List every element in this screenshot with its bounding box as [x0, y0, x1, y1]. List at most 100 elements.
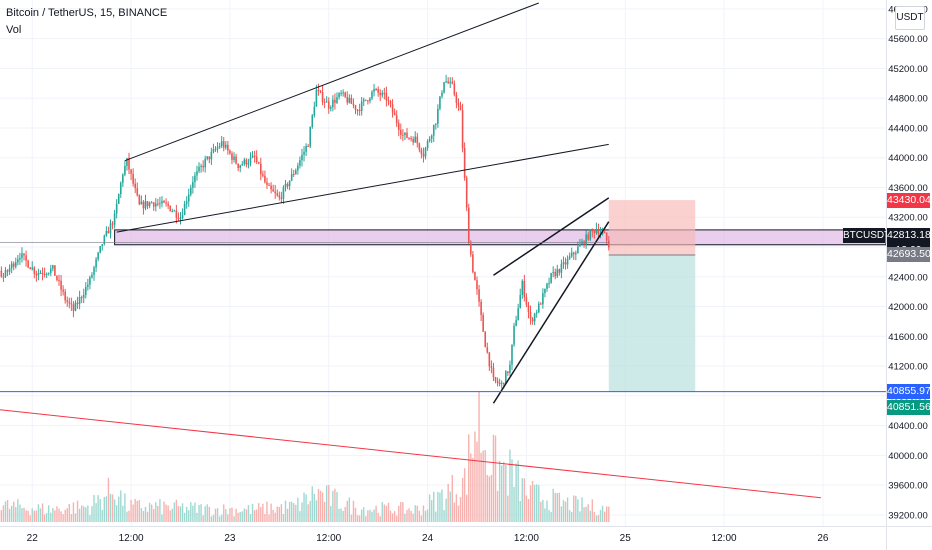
volume-bar [140, 508, 143, 522]
candle-body [282, 187, 285, 199]
candle-body [430, 135, 433, 139]
candle-body [463, 147, 466, 179]
candle-body [233, 156, 235, 160]
volume-bar [356, 515, 359, 522]
volume-bar [342, 510, 344, 522]
currency-unit-button[interactable]: USDT [895, 6, 925, 30]
volume-bar [15, 507, 17, 522]
volume-bar [48, 505, 50, 522]
candle-body [134, 183, 136, 189]
volume-bar [348, 497, 351, 522]
volume-bar [212, 514, 215, 522]
candle-body [136, 188, 139, 196]
candle-body [91, 274, 93, 278]
volume-bar [200, 504, 202, 522]
volume-bar [525, 495, 528, 522]
volume-bar [529, 485, 532, 522]
candle-body [6, 270, 9, 272]
candle-body [552, 271, 554, 274]
candle-body [241, 164, 244, 166]
volume-bar [463, 468, 466, 522]
volume-bar [169, 510, 171, 522]
candle-body [525, 297, 528, 305]
volume-bar [243, 508, 246, 522]
candle-body [290, 174, 293, 181]
candle-body [513, 325, 515, 345]
candle-body [416, 136, 419, 144]
volume-bar [328, 484, 330, 522]
candle-body [570, 252, 573, 257]
candle-body [84, 286, 87, 295]
volume-bar [27, 510, 29, 522]
volume-bar [511, 459, 513, 522]
volume-bar [445, 498, 447, 522]
volume-bar [321, 492, 324, 522]
volume-bar [295, 504, 297, 522]
candle-body [229, 150, 231, 154]
candle-body [239, 165, 242, 168]
candle-body [303, 151, 305, 155]
candles [0, 74, 610, 389]
candle-body [531, 318, 534, 322]
volume-bar [381, 502, 383, 522]
volume-bar [255, 509, 258, 522]
volume-bar [175, 499, 178, 522]
candle-body [124, 165, 126, 175]
candle-body [295, 170, 297, 175]
candle-body [325, 101, 328, 103]
candle-body [439, 96, 441, 109]
candle-body [451, 81, 454, 84]
candle-body [103, 235, 106, 245]
candle-body [117, 194, 120, 204]
candle-body [49, 268, 52, 273]
volume-bar [519, 500, 521, 522]
candle-body [428, 138, 431, 142]
volume-bar [301, 502, 303, 522]
volume-bar [115, 505, 118, 522]
candle-body [247, 162, 250, 165]
volume-bar [266, 501, 268, 522]
volume-bar [389, 510, 392, 522]
volume-bar [601, 505, 604, 522]
volume-bar [538, 485, 540, 522]
volume-bar [148, 502, 151, 522]
volume-bar [371, 511, 373, 522]
volume-bar [585, 506, 587, 522]
candle-body [367, 100, 369, 102]
volume-bar [70, 514, 73, 522]
price-tick-label: 42400.00 [888, 272, 928, 283]
candle-body [257, 162, 260, 164]
candle-body [23, 253, 25, 256]
volume-bar [315, 500, 318, 522]
candle-body [309, 127, 312, 147]
volume-bar [161, 514, 163, 522]
candle-body [315, 89, 318, 107]
candle-body [25, 255, 27, 261]
volume-bar [95, 503, 97, 522]
volume-bar [542, 499, 544, 522]
volume-bar [441, 489, 443, 522]
candle-body [54, 265, 56, 276]
candle-body [484, 331, 487, 348]
volume-bar [330, 506, 332, 522]
candle-body [95, 259, 97, 268]
volume-bar [290, 501, 293, 522]
candle-body [424, 147, 427, 157]
candle-body [272, 189, 274, 192]
volume-bar [41, 503, 44, 522]
volume-bar [208, 506, 211, 522]
candle-body [402, 134, 404, 136]
candle-body [64, 291, 66, 301]
volume-bar [476, 441, 478, 522]
candle-body [517, 308, 519, 321]
volume-bar [550, 512, 552, 522]
candle-body [342, 92, 344, 94]
candle-body [548, 282, 550, 284]
candle-body [74, 302, 77, 311]
candle-body [447, 81, 449, 84]
candle-body [459, 105, 462, 111]
volume-bar [122, 505, 124, 522]
candle-body [455, 94, 458, 103]
